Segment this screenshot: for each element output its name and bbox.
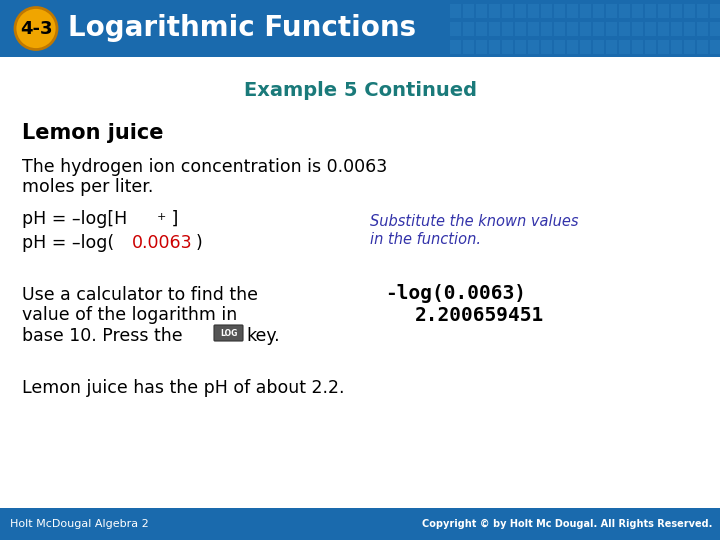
Bar [567,40,578,54]
Bar [554,40,565,54]
Text: 2.200659451: 2.200659451 [415,306,544,325]
Text: moles per liter.: moles per liter. [22,178,153,196]
Text: 0.0063: 0.0063 [132,234,193,252]
Bar [684,22,695,36]
Bar [593,4,604,18]
Bar [697,4,708,18]
Bar [710,4,720,18]
Bar [463,22,474,36]
Bar [606,40,617,54]
Text: Example 5 Continued: Example 5 Continued [243,81,477,100]
Bar [476,40,487,54]
Text: Holt McDougal Algebra 2: Holt McDougal Algebra 2 [10,519,149,529]
Bar [0,508,720,540]
Bar [554,22,565,36]
Bar [476,4,487,18]
Text: pH = –log[H: pH = –log[H [22,210,127,228]
Bar [502,40,513,54]
Text: ): ) [196,234,203,252]
Bar [632,40,643,54]
Bar [645,40,656,54]
Bar [541,4,552,18]
Bar [658,4,669,18]
Bar [580,4,591,18]
Bar [528,40,539,54]
Bar [567,22,578,36]
Bar [541,40,552,54]
Bar [671,4,682,18]
Bar [710,22,720,36]
Bar [489,4,500,18]
Bar [528,4,539,18]
Bar [489,22,500,36]
Bar [554,4,565,18]
Bar [450,22,461,36]
Bar [502,4,513,18]
Bar [476,22,487,36]
Bar [528,22,539,36]
Text: Logarithmic Functions: Logarithmic Functions [68,15,416,43]
Circle shape [15,8,57,50]
Bar [0,0,720,57]
Bar [541,22,552,36]
Bar [632,4,643,18]
Bar [593,40,604,54]
Text: -log(0.0063): -log(0.0063) [385,284,526,303]
Bar [515,4,526,18]
Text: value of the logarithm in: value of the logarithm in [22,306,238,324]
Text: key.: key. [246,327,279,345]
Text: base 10. Press the: base 10. Press the [22,327,183,345]
Bar [515,40,526,54]
Bar [463,40,474,54]
Bar [619,22,630,36]
Bar [580,22,591,36]
Text: +: + [157,212,166,222]
Bar [606,22,617,36]
Bar [684,40,695,54]
Bar [515,22,526,36]
Bar [619,4,630,18]
Bar [632,22,643,36]
Text: Lemon juice has the pH of about 2.2.: Lemon juice has the pH of about 2.2. [22,379,344,397]
Text: Substitute the known values: Substitute the known values [370,214,578,229]
Bar [606,4,617,18]
Bar [567,4,578,18]
Bar [593,22,604,36]
Bar [697,22,708,36]
Text: ]: ] [166,210,179,228]
Bar [658,40,669,54]
Bar [463,4,474,18]
Bar [671,22,682,36]
Bar [450,40,461,54]
Bar [450,4,461,18]
Bar [658,22,669,36]
Text: Lemon juice: Lemon juice [22,123,163,143]
Text: The hydrogen ion concentration is 0.0063: The hydrogen ion concentration is 0.0063 [22,158,387,176]
Bar [684,4,695,18]
Text: pH = –log(: pH = –log( [22,234,114,252]
Text: Use a calculator to find the: Use a calculator to find the [22,286,258,304]
Text: in the function.: in the function. [370,232,481,247]
Bar [671,40,682,54]
Bar [619,40,630,54]
FancyBboxPatch shape [214,325,243,341]
Bar [502,22,513,36]
Text: Copyright © by Holt Mc Dougal. All Rights Reserved.: Copyright © by Holt Mc Dougal. All Right… [422,519,712,529]
Bar [645,4,656,18]
Bar [580,40,591,54]
Text: LOG: LOG [220,328,237,338]
Bar [489,40,500,54]
Bar [697,40,708,54]
Bar [645,22,656,36]
Text: 4-3: 4-3 [19,19,53,37]
Bar [710,40,720,54]
